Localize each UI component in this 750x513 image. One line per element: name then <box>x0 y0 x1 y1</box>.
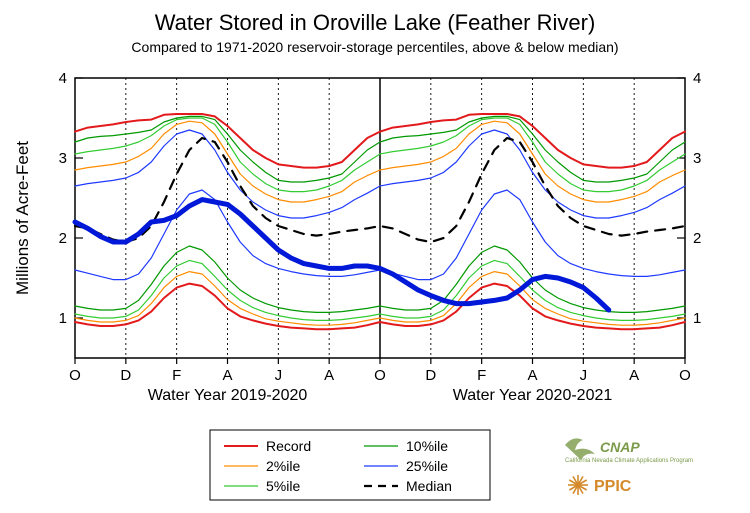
grid-group <box>126 78 634 358</box>
year-label-1: Water Year 2019-2020 <box>148 387 308 404</box>
y-tick-label: 4 <box>59 70 67 87</box>
year-label-2: Water Year 2020-2021 <box>453 387 613 404</box>
x-tick-label: O <box>69 367 81 384</box>
cnap-leaf-icon <box>565 438 595 460</box>
legend-label: 2%ile <box>266 458 300 474</box>
chart-title: Water Stored in Oroville Lake (Feather R… <box>155 10 596 35</box>
y-tick-label: 2 <box>693 230 701 247</box>
y-axis-label: Millions of Acre-Feet <box>13 141 32 295</box>
x-tick-label: O <box>679 367 691 384</box>
y-tick-label: 4 <box>693 70 701 87</box>
legend-label: 25%ile <box>406 458 448 474</box>
cnap-logo-subtext: California Nevada Climate Applications P… <box>565 458 693 464</box>
x-tick-label: A <box>527 367 537 384</box>
x-tick-label: J <box>275 367 283 384</box>
year-labels-group: Water Year 2019-2020 Water Year 2020-2021 <box>148 387 613 404</box>
legend-group: Record 10%ile 2%ile 25%ile 5%ile Median <box>210 430 490 500</box>
chart-svg: Water Stored in Oroville Lake (Feather R… <box>0 0 750 513</box>
x-tick-label: A <box>324 367 334 384</box>
legend-label: 10%ile <box>406 438 448 454</box>
x-tick-label: F <box>477 367 486 384</box>
y-tick-label: 1 <box>693 310 701 327</box>
chart-subtitle: Compared to 1971-2020 reservoir-storage … <box>131 39 618 55</box>
x-tick-label: J <box>580 367 588 384</box>
legend-label: Record <box>266 438 311 454</box>
x-tick-label: O <box>374 367 386 384</box>
y-tick-label: 3 <box>693 150 701 167</box>
x-tick-label: D <box>425 367 436 384</box>
x-tick-label: A <box>629 367 639 384</box>
ppic-logo-text: PPIC <box>594 478 632 495</box>
x-tick-label: A <box>222 367 232 384</box>
x-tick-label: D <box>120 367 131 384</box>
cnap-logo-text: CNAP <box>600 439 640 455</box>
logos-group: CNAP California Nevada Climate Applicatio… <box>565 438 693 495</box>
x-tick-label: F <box>172 367 181 384</box>
y-tick-label: 2 <box>59 230 67 247</box>
legend-label: Median <box>406 478 452 494</box>
legend-label: 5%ile <box>266 478 300 494</box>
y-tick-label: 3 <box>59 150 67 167</box>
x-labels-group: ODFAJAODFAJAO <box>69 367 691 384</box>
ppic-star-icon <box>568 475 588 495</box>
y-tick-label: 1 <box>59 310 67 327</box>
